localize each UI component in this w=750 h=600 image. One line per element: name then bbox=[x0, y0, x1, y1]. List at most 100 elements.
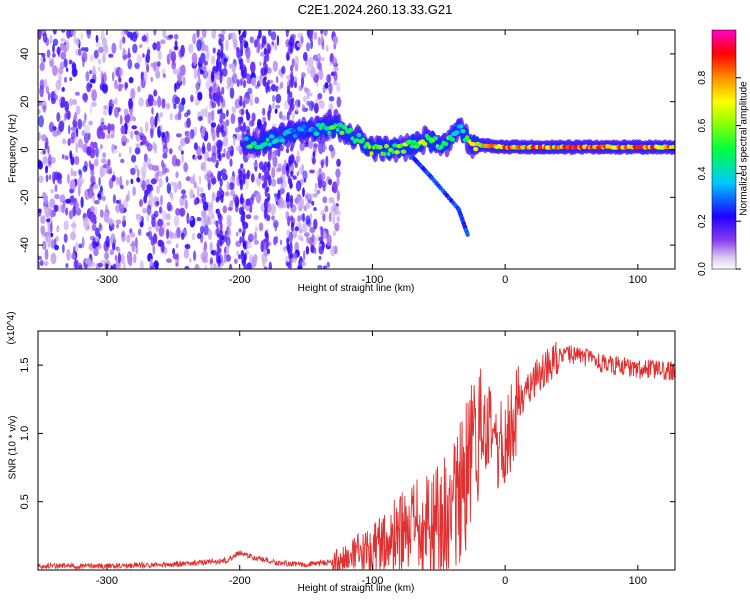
noise-blob bbox=[250, 173, 255, 183]
noise-blob bbox=[53, 204, 59, 212]
noise-blob bbox=[45, 174, 49, 183]
noise-blob bbox=[199, 192, 206, 198]
track-core bbox=[327, 130, 332, 135]
noise-blob bbox=[121, 230, 126, 243]
noise-blob bbox=[336, 177, 340, 187]
track-core bbox=[295, 131, 300, 136]
noise-blob bbox=[183, 162, 189, 173]
noise-blob bbox=[127, 255, 133, 266]
x-tick-label: -100 bbox=[361, 575, 383, 587]
noise-blob bbox=[228, 182, 235, 191]
noise-blob bbox=[122, 219, 127, 228]
noise-streak bbox=[290, 194, 294, 204]
snr-series-line bbox=[38, 341, 675, 570]
noise-blob bbox=[175, 262, 179, 267]
noise-blob bbox=[47, 145, 50, 155]
noise-blob bbox=[256, 47, 260, 54]
noise-streak bbox=[218, 153, 222, 162]
noise-blob bbox=[159, 124, 163, 132]
noise-blob bbox=[140, 141, 144, 146]
noise-blob bbox=[65, 263, 69, 268]
noise-blob bbox=[146, 204, 152, 216]
noise-blob bbox=[84, 221, 91, 232]
noise-blob bbox=[126, 128, 131, 134]
noise-blob bbox=[95, 41, 102, 49]
noise-blob bbox=[46, 49, 51, 58]
noise-blob bbox=[118, 76, 122, 83]
noise-blob bbox=[224, 191, 230, 197]
x-tick-label: -200 bbox=[229, 274, 251, 286]
noise-blob bbox=[38, 160, 43, 170]
noise-streak bbox=[267, 110, 271, 121]
noise-blob bbox=[272, 60, 278, 72]
noise-streak bbox=[239, 206, 243, 216]
noise-blob bbox=[155, 201, 160, 206]
noise-blob bbox=[109, 249, 115, 256]
noise-blob bbox=[281, 115, 287, 121]
noise-blob bbox=[86, 82, 92, 93]
noise-blob bbox=[93, 49, 99, 59]
noise-blob bbox=[197, 232, 202, 239]
branch-point bbox=[465, 232, 470, 237]
noise-blob bbox=[173, 181, 178, 194]
noise-blob bbox=[152, 233, 158, 245]
noise-blob bbox=[48, 208, 52, 218]
noise-blob bbox=[122, 54, 128, 60]
noise-blob bbox=[177, 78, 182, 84]
track-core bbox=[279, 138, 286, 143]
y-tick-label: 0 bbox=[19, 146, 31, 152]
noise-blob bbox=[62, 244, 65, 254]
noise-streak bbox=[285, 30, 289, 38]
noise-blob bbox=[49, 57, 55, 66]
noise-blob bbox=[112, 71, 115, 82]
noise-blob bbox=[168, 34, 174, 39]
noise-blob bbox=[144, 189, 151, 195]
noise-blob bbox=[318, 68, 324, 81]
noise-blob bbox=[162, 163, 167, 175]
noise-blob bbox=[116, 199, 120, 204]
noise-blob bbox=[102, 83, 108, 93]
noise-blob bbox=[328, 212, 332, 223]
noise-blob bbox=[161, 209, 167, 222]
noise-blob bbox=[172, 68, 179, 75]
noise-streak bbox=[239, 178, 243, 191]
x-tick-label: 100 bbox=[629, 274, 647, 286]
noise-blob bbox=[155, 263, 159, 269]
noise-blob bbox=[88, 188, 94, 199]
noise-blob bbox=[74, 241, 79, 253]
noise-blob bbox=[69, 188, 74, 194]
noise-blob bbox=[106, 169, 112, 174]
noise-blob bbox=[81, 130, 86, 136]
noise-streak bbox=[240, 125, 244, 132]
noise-blob bbox=[59, 42, 65, 52]
noise-blob bbox=[191, 52, 198, 65]
noise-blob bbox=[150, 128, 154, 139]
noise-blob bbox=[130, 130, 134, 140]
noise-blob bbox=[328, 82, 333, 95]
noise-blob bbox=[147, 49, 151, 55]
noise-blob bbox=[102, 152, 107, 159]
noise-blob bbox=[118, 152, 122, 158]
noise-blob bbox=[103, 105, 109, 110]
top-x-axis-label: Height of straight line (km) bbox=[297, 283, 415, 294]
noise-blob bbox=[211, 145, 217, 157]
noise-blob bbox=[180, 51, 185, 58]
noise-blob bbox=[221, 30, 226, 35]
noise-blob bbox=[166, 221, 171, 227]
x-tick-label: -300 bbox=[96, 274, 118, 286]
noise-blob bbox=[177, 145, 182, 152]
noise-blob bbox=[175, 171, 179, 178]
noise-blob bbox=[250, 99, 253, 106]
noise-blob bbox=[39, 85, 44, 98]
noise-blob bbox=[141, 171, 146, 180]
noise-blob bbox=[303, 95, 307, 103]
noise-blob bbox=[246, 153, 252, 159]
noise-blob bbox=[236, 250, 239, 256]
noise-blob bbox=[38, 175, 44, 183]
noise-blob bbox=[45, 169, 48, 174]
noise-streak bbox=[242, 223, 246, 236]
noise-blob bbox=[302, 187, 305, 198]
noise-blob bbox=[126, 234, 131, 244]
noise-blob bbox=[205, 79, 212, 89]
